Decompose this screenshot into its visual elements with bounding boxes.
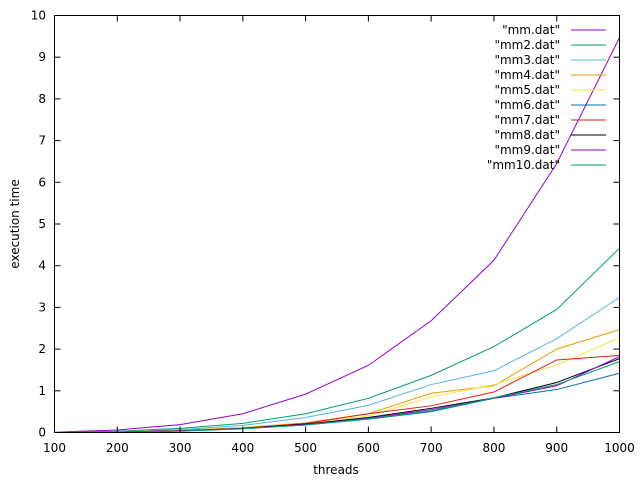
y-tick-label: 5 [38, 217, 46, 231]
y-tick-label: 3 [38, 300, 46, 314]
legend-label: "mm4.dat" [494, 68, 560, 82]
legend: "mm.dat""mm2.dat""mm3.dat""mm4.dat""mm5.… [487, 23, 606, 172]
legend-label: "mm9.dat" [494, 143, 560, 157]
legend-label: "mm5.dat" [494, 83, 560, 97]
axis-ticks [54, 15, 620, 433]
axis-tick-labels: 100 200 300 400 500 600 700 800 900 1000 0 1 2 3 4 5 6 7 8… [31, 9, 635, 456]
plot-lines [54, 37, 620, 433]
legend-label: "mm7.dat" [494, 113, 560, 127]
y-tick-label: 4 [38, 259, 46, 273]
legend-label: "mm6.dat" [494, 98, 560, 112]
x-tick-label: 100 [43, 441, 66, 455]
series-line-9 [54, 356, 620, 433]
legend-label: "mm.dat" [502, 23, 560, 37]
x-tick-label: 200 [106, 441, 129, 455]
y-tick-label: 1 [38, 384, 46, 398]
x-tick-label: 700 [420, 441, 443, 455]
x-tick-label: 1000 [604, 441, 635, 455]
y-tick-label: 7 [38, 134, 46, 148]
series-line-1 [54, 37, 620, 433]
x-tick-label: 300 [169, 441, 192, 455]
y-tick-label: 8 [38, 92, 46, 106]
y-axis-title: execution time [8, 179, 22, 268]
y-tick-label: 10 [31, 9, 46, 23]
legend-label: "mm2.dat" [494, 38, 560, 52]
series-line-10 [54, 361, 620, 433]
x-tick-label: 900 [545, 441, 568, 455]
x-tick-label: 500 [294, 441, 317, 455]
x-tick-label: 800 [482, 441, 505, 455]
x-axis-title: threads [313, 463, 359, 477]
y-tick-label: 0 [38, 426, 46, 440]
legend-label: "mm8.dat" [494, 128, 560, 142]
x-tick-label: 600 [357, 441, 380, 455]
series-line-2 [54, 247, 620, 433]
legend-label: "mm10.dat" [487, 158, 560, 172]
y-tick-label: 6 [38, 175, 46, 189]
x-tick-label: 400 [231, 441, 254, 455]
legend-label: "mm3.dat" [494, 53, 560, 67]
y-tick-label: 2 [38, 342, 46, 356]
series-line-6 [54, 372, 620, 433]
series-line-4 [54, 329, 620, 433]
series-line-3 [54, 296, 620, 433]
y-tick-label: 9 [38, 50, 46, 64]
